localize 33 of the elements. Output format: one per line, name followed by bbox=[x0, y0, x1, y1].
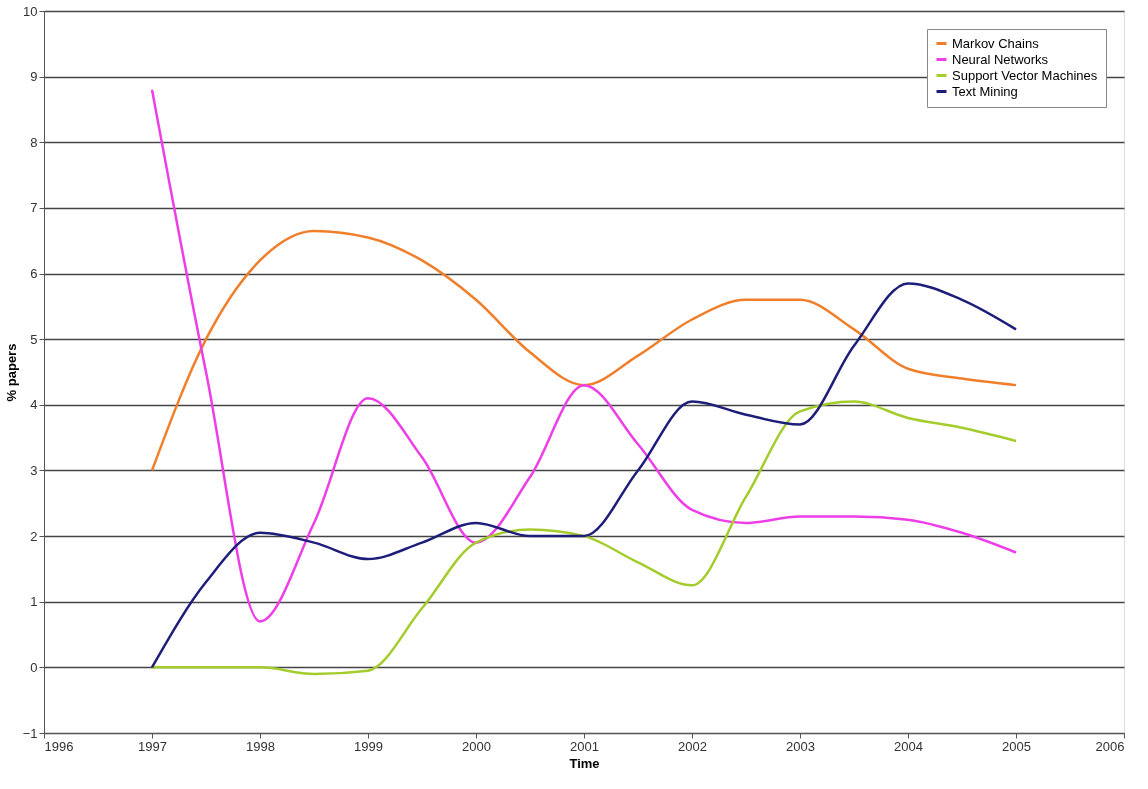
y-axis-title: % papers bbox=[3, 343, 19, 402]
x-tick-label: 1998 bbox=[246, 738, 275, 754]
y-tick-label: 6 bbox=[30, 266, 38, 282]
y-tick-label: 3 bbox=[30, 462, 38, 478]
x-tick-label: 2006 bbox=[1095, 738, 1125, 754]
x-tick-label: 2000 bbox=[462, 738, 491, 754]
x-tick-label: 2003 bbox=[786, 738, 815, 754]
y-tick-label: −1 bbox=[22, 725, 38, 741]
y-tick-label: 1 bbox=[30, 594, 38, 610]
line-series bbox=[150, 400, 1018, 676]
legend-label: Support Vector Machines bbox=[952, 67, 1098, 83]
x-tick-label: 1997 bbox=[138, 738, 167, 754]
line-series bbox=[150, 229, 1018, 472]
x-tick-label: 2005 bbox=[1002, 738, 1031, 754]
y-tick-label: 2 bbox=[30, 528, 38, 544]
legend-label: Neural Networks bbox=[952, 51, 1049, 67]
y-tick-label: 8 bbox=[30, 134, 38, 150]
x-tick-label: 2004 bbox=[894, 738, 923, 754]
x-tick-label: 2001 bbox=[570, 738, 599, 754]
x-tick-label: 1999 bbox=[354, 738, 383, 754]
y-tick-label: 4 bbox=[30, 397, 38, 413]
x-axis-title: Time bbox=[569, 755, 600, 771]
x-tick-label: 1996 bbox=[44, 738, 74, 754]
legend-label: Text Mining bbox=[952, 83, 1018, 99]
y-tick-label: 7 bbox=[30, 200, 38, 216]
line-series bbox=[150, 282, 1018, 669]
x-tick-label: 2002 bbox=[678, 738, 707, 754]
line-series bbox=[150, 88, 1018, 623]
y-tick-label: 5 bbox=[30, 331, 38, 347]
y-tick-label: 0 bbox=[30, 659, 38, 675]
legend-label: Markov Chains bbox=[952, 35, 1040, 51]
y-tick-label: 10 bbox=[23, 3, 38, 19]
y-tick-label: 9 bbox=[30, 69, 38, 85]
